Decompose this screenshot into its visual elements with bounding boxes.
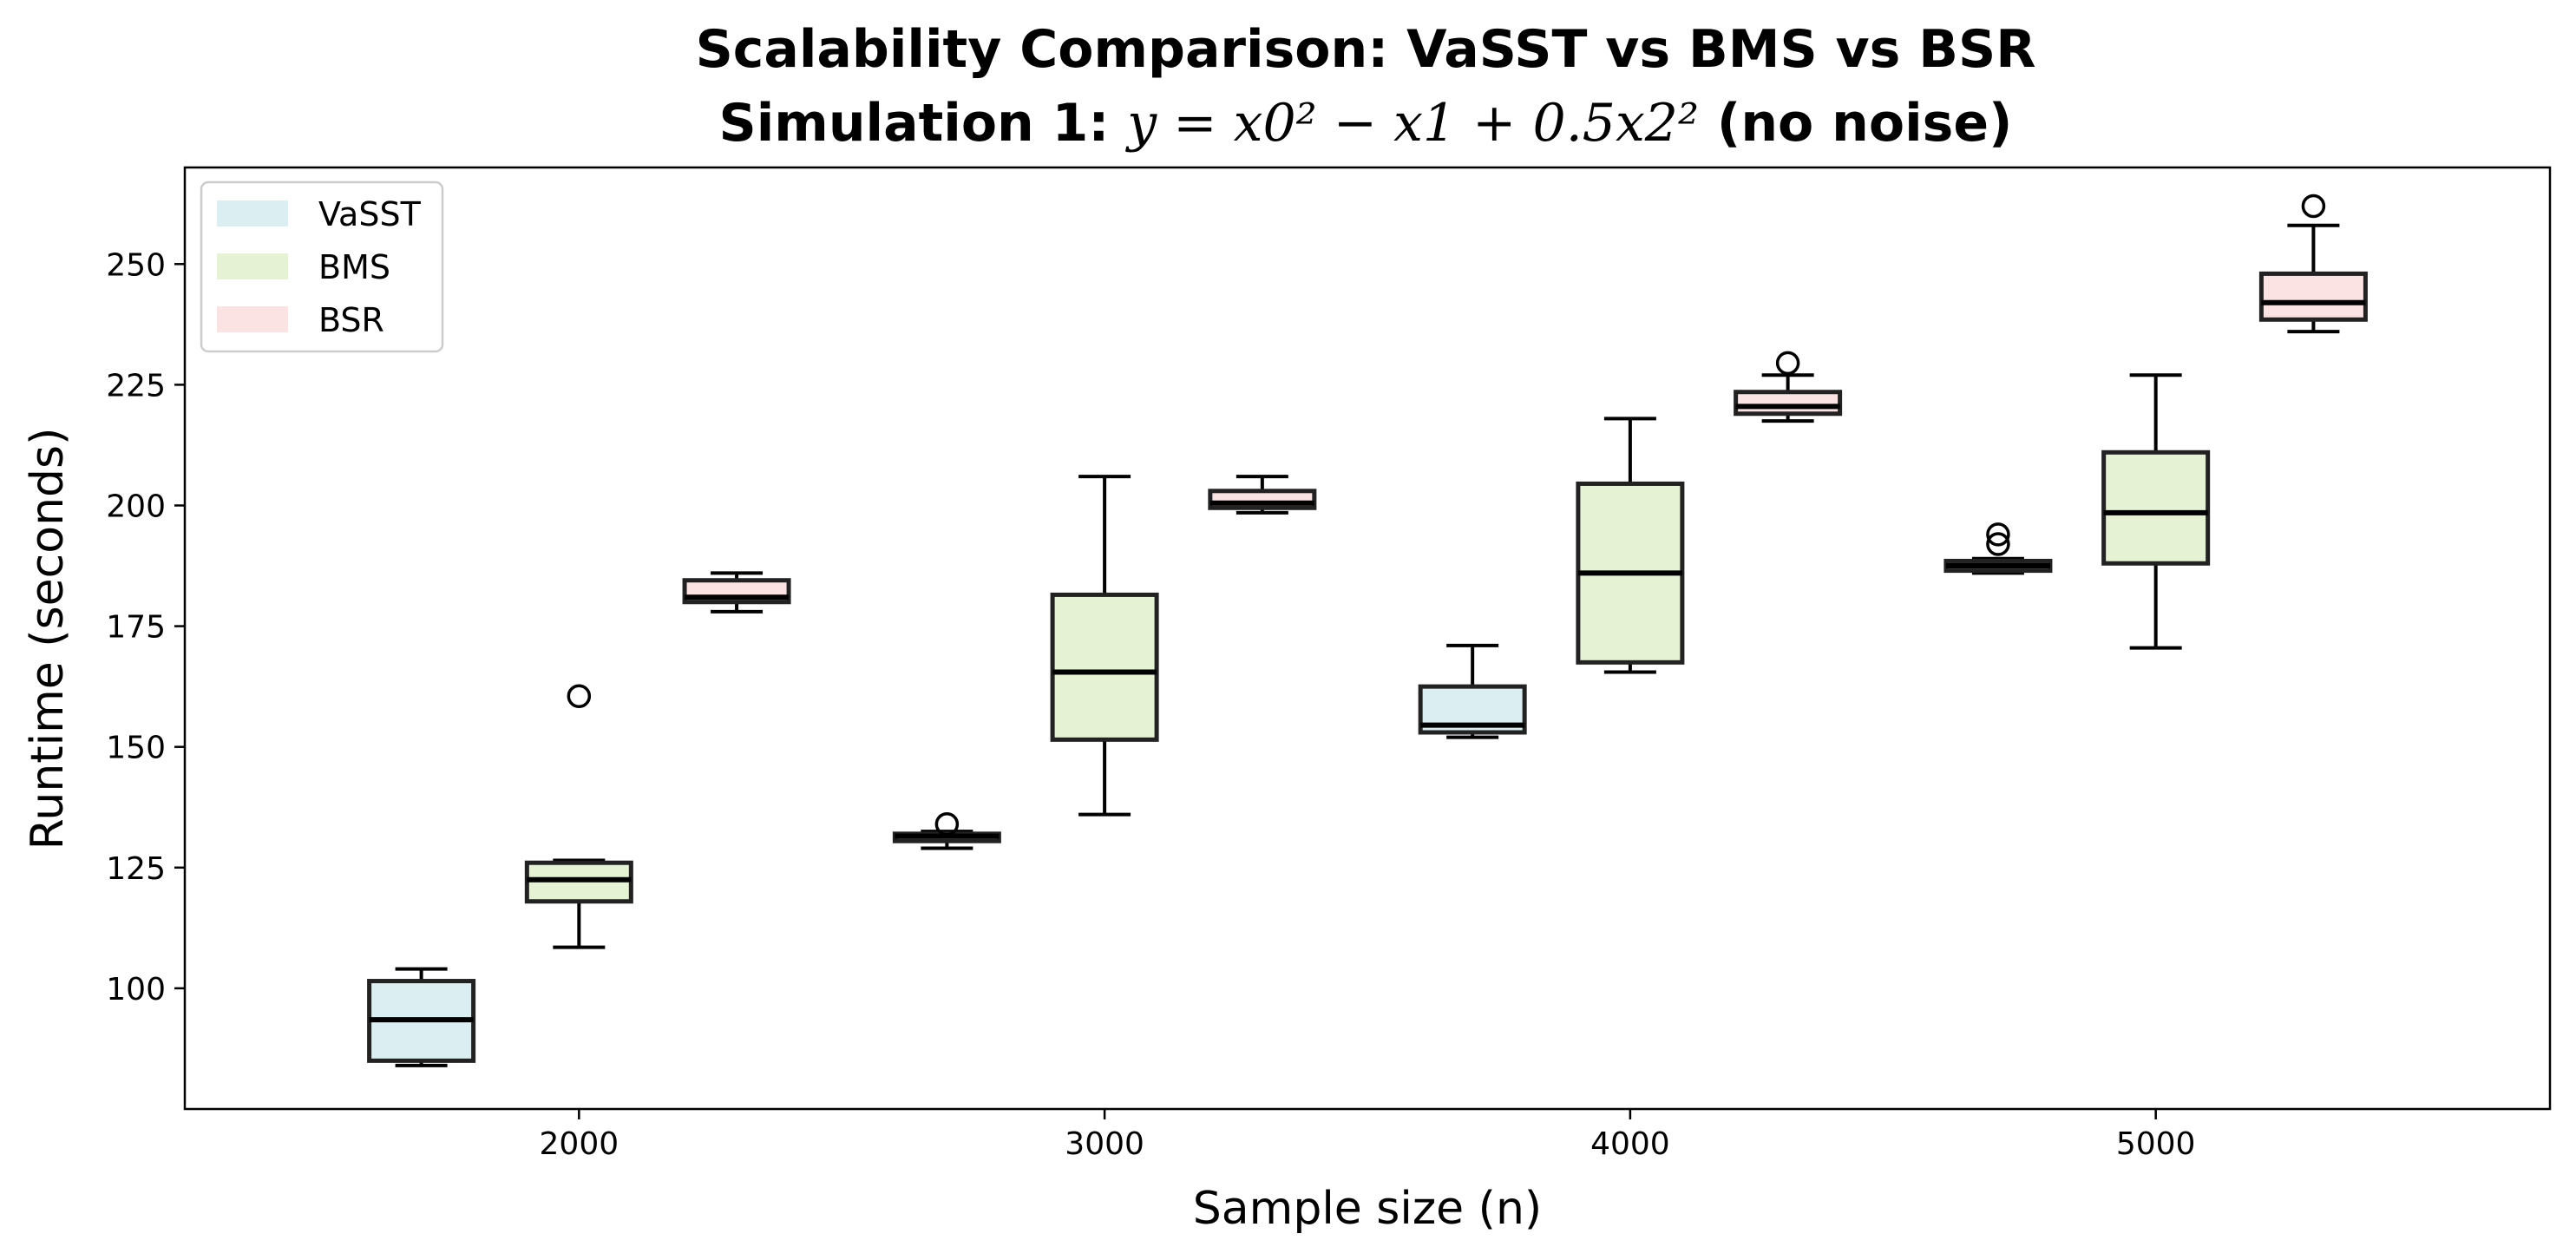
legend: VaSST BMS BSR	[200, 180, 444, 353]
y-tick-label: 225	[106, 368, 166, 404]
box-body	[1734, 390, 1843, 417]
y-tick-label: 175	[106, 610, 166, 646]
series-vasst	[367, 522, 2053, 1067]
y-axis-label: Runtime (seconds)	[22, 428, 74, 850]
box-bms-4000	[1576, 417, 1685, 674]
y-tick-label: 150	[106, 731, 166, 766]
box-vasst-4000	[1418, 643, 1527, 739]
outlier-point	[567, 684, 592, 709]
box-body	[2101, 450, 2211, 566]
outlier-point	[1986, 532, 2010, 556]
legend-label-vasst: VaSST	[318, 195, 422, 233]
legend-label-bsr: BSR	[318, 301, 384, 339]
x-tick-label: 5000	[2116, 1126, 2196, 1162]
y-axis-ticks: 100 125 150 175 200 225 250	[106, 247, 185, 1007]
box-bsr-5000	[2258, 194, 2368, 334]
box-body	[1050, 592, 1159, 742]
box-bsr-4000	[1734, 351, 1843, 423]
y-tick-label: 200	[106, 489, 166, 524]
x-tick-label: 4000	[1590, 1126, 1670, 1162]
y-tick-label: 250	[106, 247, 166, 283]
x-tick-label: 3000	[1065, 1126, 1144, 1162]
legend-swatch-bms	[217, 253, 288, 279]
box-bms-5000	[2101, 373, 2211, 650]
box-vasst-5000	[1943, 522, 2053, 575]
box-body	[2258, 271, 2368, 322]
series-bms	[524, 373, 2211, 949]
legend-swatch-bsr	[217, 306, 288, 332]
chart-title-prefix: Simulation 1:	[719, 93, 1128, 154]
box-bsr-2000	[682, 571, 791, 614]
box-bms-2000	[524, 684, 633, 949]
y-tick-label: 125	[106, 851, 166, 887]
chart-title-equation: y = x0² − x1 + 0.5x2²	[1124, 93, 1699, 154]
box-vasst-2000	[367, 967, 476, 1067]
x-tick-label: 2000	[540, 1126, 619, 1162]
x-axis-ticks: 2000 3000 4000 5000	[540, 1109, 2196, 1162]
chart-title-suffix: (no noise)	[1699, 93, 2012, 154]
plot-frame	[183, 166, 2552, 1111]
y-tick-label: 100	[106, 972, 166, 1007]
x-axis-label: Sample size (n)	[1193, 1183, 1542, 1235]
chart-title-line1: Scalability Comparison: VaSST vs BMS vs …	[696, 19, 2036, 80]
series-bsr	[682, 194, 2368, 614]
box-vasst-3000	[892, 811, 1001, 850]
box-bms-3000	[1050, 475, 1159, 817]
box-bsr-3000	[1208, 475, 1317, 515]
chart-title-line2: Simulation 1: y = x0² − x1 + 0.5x2² (no …	[719, 93, 2013, 154]
box-series	[367, 194, 2368, 1067]
outlier-point	[934, 811, 960, 837]
outlier-point	[1775, 351, 1800, 376]
outlier-point	[1986, 522, 2010, 547]
legend-swatch-vasst	[217, 200, 288, 226]
legend-label-bms: BMS	[318, 248, 390, 286]
outlier-point	[2301, 194, 2326, 219]
